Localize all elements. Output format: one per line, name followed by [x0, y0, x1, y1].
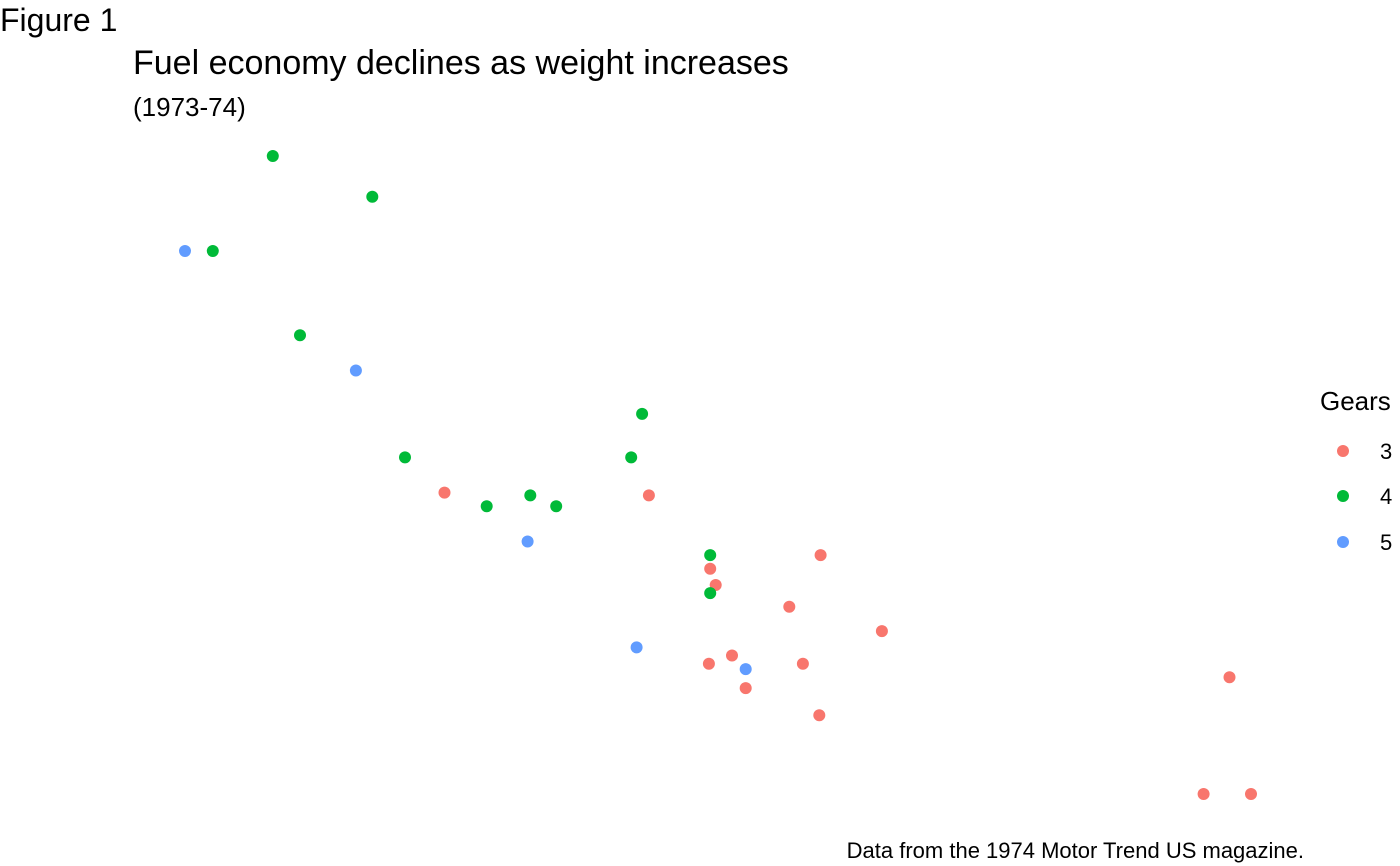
data-point [266, 150, 279, 162]
series-gear-3 [438, 486, 1257, 800]
legend-title: Gears [1320, 386, 1391, 416]
data-point [438, 486, 451, 499]
chart-subtitle: (1973-74) [133, 92, 246, 122]
legend-label-5: 5 [1380, 530, 1392, 555]
series-gear-4 [206, 150, 717, 600]
legend-entry-3: 3 [1337, 439, 1392, 464]
data-point [813, 709, 826, 722]
data-point [625, 451, 638, 464]
data-point [704, 587, 717, 600]
data-point [814, 549, 827, 562]
data-point [739, 663, 752, 676]
data-point [1223, 671, 1236, 684]
data-point [349, 364, 362, 377]
data-point [636, 407, 649, 420]
legend-entry-5: 5 [1337, 530, 1392, 555]
series-gear-5 [179, 245, 752, 676]
chart-caption: Data from the 1974 Motor Trend US magazi… [846, 838, 1304, 863]
legend-key-3 [1337, 445, 1349, 457]
data-point [630, 641, 643, 654]
data-point [783, 600, 796, 613]
figure-tag: Figure 1 [0, 2, 118, 38]
data-point [399, 451, 411, 464]
data-point [875, 625, 888, 638]
data-point [739, 682, 752, 695]
data-point [521, 535, 534, 548]
data-point [206, 245, 219, 257]
legend-label-3: 3 [1380, 439, 1392, 464]
data-point [704, 549, 717, 562]
data-point [702, 657, 715, 670]
legend-key-4 [1337, 490, 1349, 502]
data-point [796, 657, 809, 670]
data-point [294, 329, 306, 342]
data-point [726, 649, 738, 662]
chart-title: Fuel economy declines as weight increase… [133, 44, 789, 82]
legend-label-4: 4 [1380, 484, 1392, 509]
data-point [179, 245, 191, 257]
data-point [1197, 788, 1210, 800]
data-point [704, 562, 717, 575]
points-layer [179, 150, 1257, 800]
legend-entry-4: 4 [1337, 484, 1392, 509]
data-point [366, 190, 379, 203]
legend-key-5 [1337, 536, 1349, 548]
data-point [1245, 788, 1257, 800]
data-point [480, 500, 493, 513]
legend: Gears 3 4 5 [1320, 386, 1392, 555]
data-point [550, 500, 563, 513]
data-point [642, 489, 655, 502]
data-point [524, 489, 537, 502]
